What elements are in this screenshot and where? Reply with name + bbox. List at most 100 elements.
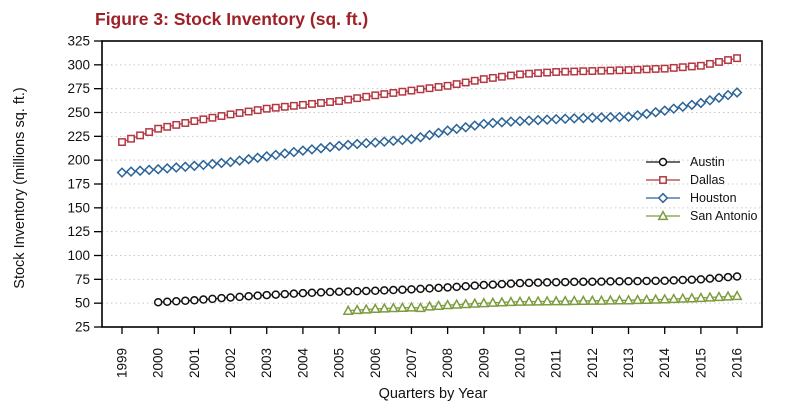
series-austin-marker <box>524 278 534 288</box>
series-houston-marker <box>161 163 173 174</box>
series-dallas-marker <box>208 113 217 122</box>
series-houston-marker <box>442 125 453 136</box>
series-dallas-marker <box>516 70 524 79</box>
series-san-antonio-marker <box>451 298 463 309</box>
series-houston-marker <box>297 145 309 156</box>
series-austin-marker <box>280 289 290 299</box>
series-dallas-marker <box>190 117 199 126</box>
series-dallas-marker <box>353 94 362 103</box>
legend-marker <box>657 192 669 204</box>
series-dallas-marker <box>298 100 307 109</box>
series-austin-marker <box>642 276 651 286</box>
series-san-antonio-marker <box>623 294 634 305</box>
series-houston-marker <box>198 159 209 171</box>
y-tick-label: 225 <box>67 129 90 144</box>
series-dallas-marker <box>642 65 651 74</box>
x-tick-label: 2003 <box>259 348 274 378</box>
series-san-antonio-marker <box>496 296 508 307</box>
series-san-antonio-marker <box>713 290 725 302</box>
series-austin-marker <box>723 272 733 282</box>
series-austin-marker <box>172 297 181 306</box>
series-dallas-marker <box>407 86 416 95</box>
series-austin-marker <box>153 297 163 307</box>
series-austin-marker <box>597 277 606 286</box>
series-austin-marker <box>407 285 416 294</box>
series-dallas-marker <box>136 131 145 140</box>
series-houston-marker <box>632 109 643 121</box>
x-tick-label: 2009 <box>476 348 491 378</box>
series-dallas-marker <box>615 66 624 75</box>
series-san-antonio-marker <box>469 297 481 308</box>
x-tick-label: 2002 <box>223 348 238 378</box>
series-houston-marker <box>532 114 544 126</box>
series-houston-marker <box>559 113 571 125</box>
series-san-antonio-marker <box>659 293 671 304</box>
series-houston-marker <box>351 138 363 150</box>
series-austin-marker <box>162 297 172 306</box>
y-tick-label: 25 <box>75 320 90 335</box>
series-dallas-marker <box>479 75 488 84</box>
series-dallas-marker <box>163 122 172 131</box>
x-tick-label: 2005 <box>332 348 347 378</box>
legend-marker <box>658 157 668 167</box>
y-tick-label: 125 <box>67 224 90 239</box>
series-san-antonio-marker <box>433 299 445 310</box>
x-tick-label: 2014 <box>657 347 672 378</box>
series-houston-marker <box>713 92 725 104</box>
series-dallas-marker <box>461 78 470 87</box>
x-tick-label: 2006 <box>368 348 383 378</box>
series-dallas-marker <box>416 85 425 94</box>
series-houston-marker <box>342 139 354 151</box>
series-dallas-marker <box>226 110 235 119</box>
series-houston-marker <box>460 121 472 133</box>
series-austin-marker <box>181 296 190 306</box>
series-dallas-marker <box>624 66 633 75</box>
series-houston-marker <box>550 113 562 125</box>
x-tick-label: 2013 <box>621 348 636 378</box>
series-austin-marker <box>579 277 588 287</box>
series-austin-marker <box>434 283 443 293</box>
series-houston-marker <box>686 99 698 111</box>
series-dallas-marker <box>145 128 154 136</box>
series-dallas-marker <box>525 69 533 78</box>
series-dallas-marker <box>724 56 732 65</box>
series-san-antonio-marker <box>523 295 535 306</box>
series-san-antonio-marker <box>650 293 662 304</box>
series-houston-marker <box>541 114 553 126</box>
x-tick-label: 2012 <box>585 348 600 378</box>
series-houston-marker <box>487 117 499 129</box>
series-austin-marker <box>560 277 570 287</box>
series-dallas-marker <box>335 97 344 106</box>
series-austin-marker <box>298 288 308 298</box>
series-dallas-marker <box>506 71 515 80</box>
y-tick-label: 175 <box>67 177 90 192</box>
series-dallas-marker <box>118 138 126 147</box>
series-houston-marker <box>451 123 463 135</box>
series-dallas-marker <box>633 65 642 74</box>
series-austin-marker <box>470 281 480 290</box>
y-tick-label: 75 <box>75 272 90 287</box>
series-dallas-marker <box>705 59 714 68</box>
series-austin-marker <box>551 277 561 287</box>
series-dallas-marker <box>434 83 443 91</box>
series-san-antonio-marker <box>369 302 381 314</box>
series-dallas-marker <box>199 115 208 124</box>
series-austin-marker <box>398 285 407 294</box>
series-dallas-marker <box>733 54 742 63</box>
series-san-antonio-marker <box>378 302 390 313</box>
series-austin-marker <box>452 282 461 292</box>
series-austin-marker <box>732 272 742 281</box>
series-dallas-marker <box>597 66 606 75</box>
x-tick-label: 2010 <box>512 348 527 378</box>
series-austin-marker <box>687 275 697 284</box>
series-dallas-marker <box>127 134 135 143</box>
y-tick-label: 325 <box>67 34 90 49</box>
series-san-antonio-marker <box>586 294 598 305</box>
series-dallas-marker <box>425 84 434 93</box>
series-san-antonio-marker <box>487 296 499 307</box>
series-san-antonio-marker <box>731 290 743 301</box>
series-dallas-marker <box>443 81 452 90</box>
y-tick-label: 50 <box>75 296 90 311</box>
series-houston-marker <box>505 116 517 128</box>
